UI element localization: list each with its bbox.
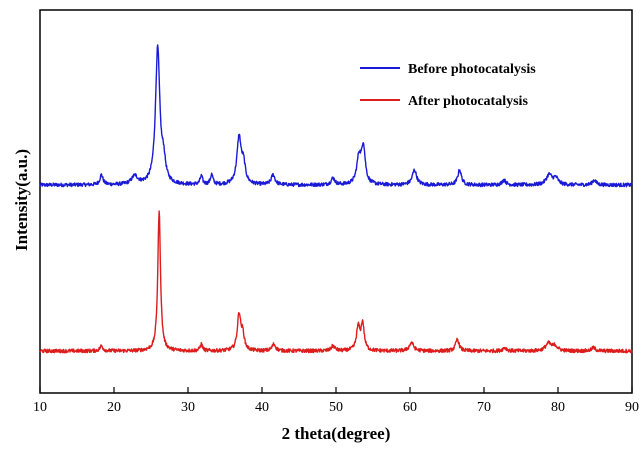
legend: Before photocatalysis After photocatalys… [360, 62, 536, 109]
x-tick-label: 90 [625, 400, 639, 415]
x-tick-label: 40 [255, 400, 269, 415]
x-tick-label: 70 [477, 400, 491, 415]
legend-label-before: Before photocatalysis [408, 62, 536, 77]
y-axis-title: Intensity(a.u.) [12, 149, 31, 251]
series-line-after [39, 210, 633, 354]
x-axis-ticks: 10 20 30 40 50 60 70 80 90 [33, 387, 639, 415]
x-axis-title: 2 theta(degree) [282, 424, 391, 443]
series-line-before [39, 44, 633, 188]
x-tick-label: 20 [107, 400, 121, 415]
legend-label-after: After photocatalysis [408, 94, 528, 109]
x-tick-label: 60 [403, 400, 417, 415]
x-tick-label: 30 [181, 400, 195, 415]
series-layer [39, 44, 633, 354]
plot-frame [39, 9, 633, 394]
x-tick-label: 80 [551, 400, 565, 415]
x-tick-label: 50 [329, 400, 343, 415]
x-tick-label: 10 [33, 400, 47, 415]
